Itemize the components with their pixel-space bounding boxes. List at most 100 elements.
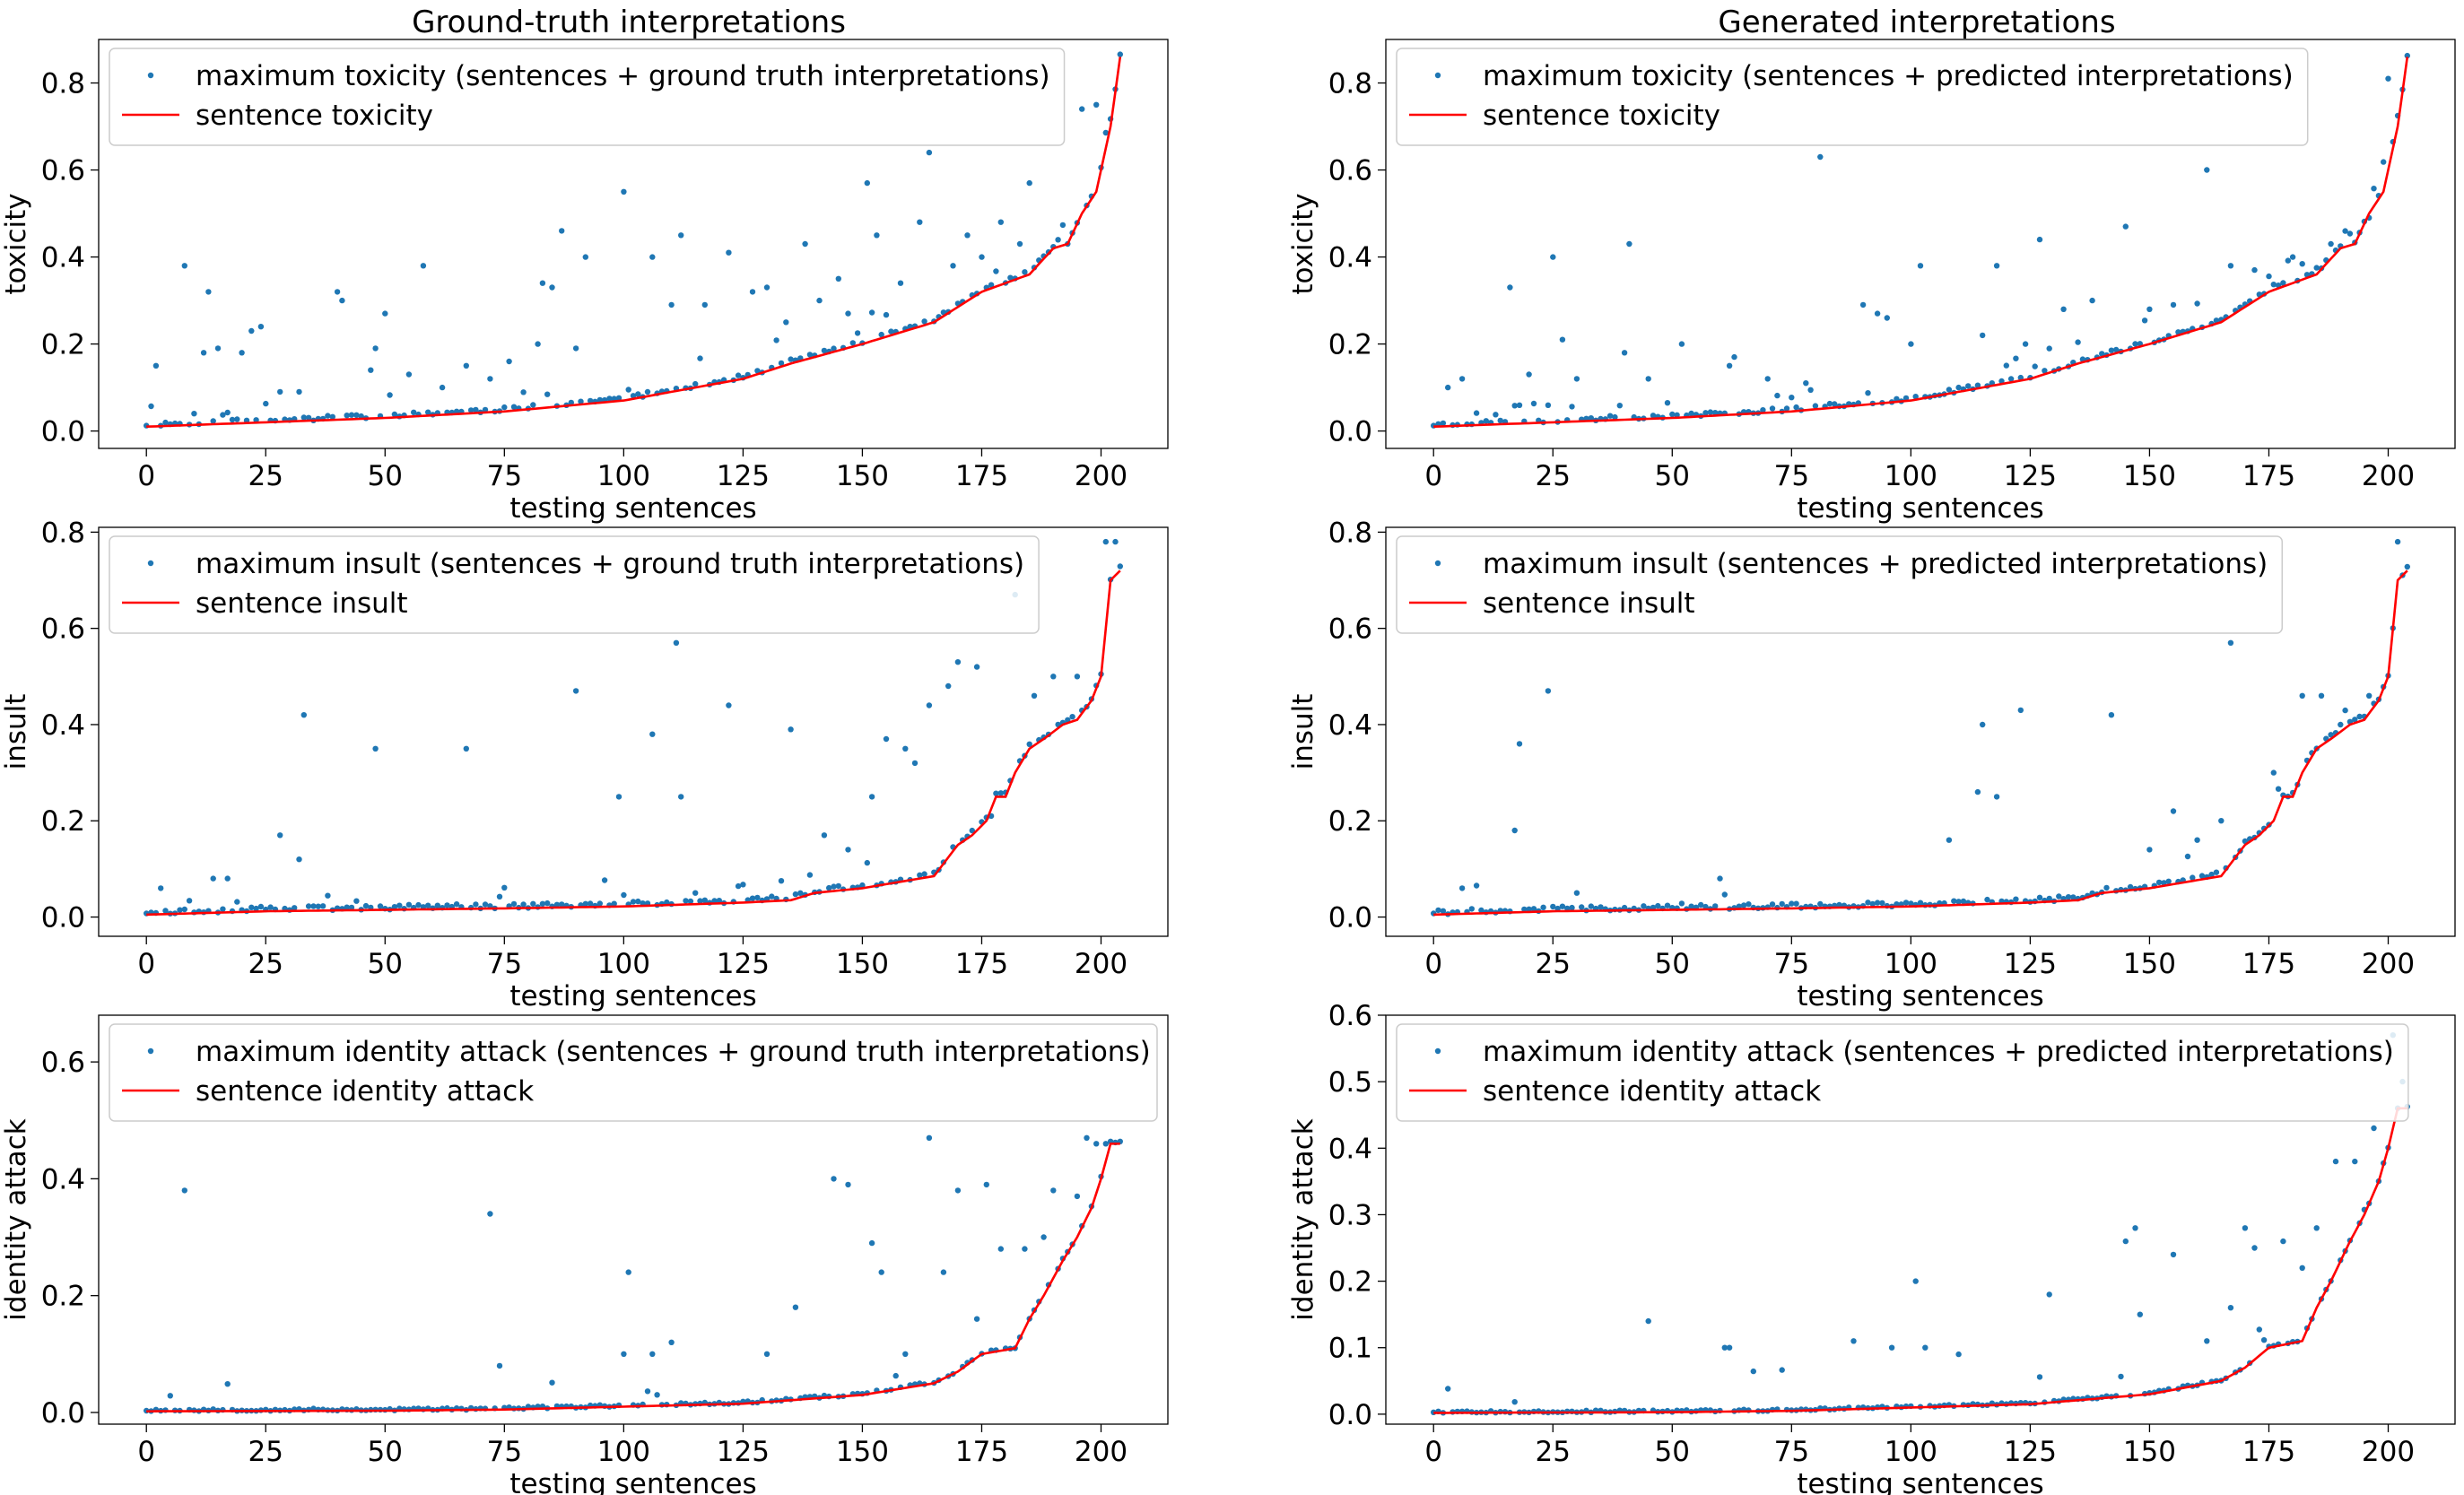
scatter-point <box>788 726 794 733</box>
scatter-point <box>1102 1141 1110 1147</box>
scatter-point <box>697 355 703 361</box>
y-tick-label: 0.4 <box>1328 709 1372 742</box>
scatter-point <box>2146 306 2153 312</box>
x-tick-label: 125 <box>2004 948 2057 980</box>
sentence-score-line <box>146 1143 1120 1412</box>
scatter-point <box>1573 376 1580 382</box>
scatter-point <box>606 395 613 402</box>
scatter-point <box>664 899 670 906</box>
scatter-point <box>687 898 694 905</box>
y-tick-label: 0.0 <box>41 902 85 934</box>
scatter-point <box>248 327 255 335</box>
legend-label-scatter: maximum insult (sentences + predicted in… <box>1483 548 2268 580</box>
legend-box <box>109 535 1040 634</box>
sentence-score-line <box>146 56 1122 428</box>
scatter-point <box>911 760 919 767</box>
scatter-point <box>2251 266 2258 274</box>
scatter-point <box>1760 407 1766 413</box>
x-tick-label: 175 <box>2242 460 2295 492</box>
scatter-point <box>2103 884 2110 891</box>
scatter-point <box>1946 387 1953 393</box>
scatter-point <box>559 901 565 908</box>
scatter-point <box>940 309 947 316</box>
scatter-point <box>701 897 708 903</box>
scatter-point <box>210 418 216 424</box>
x-tick-label: 100 <box>1885 948 1937 980</box>
legend-label-line: sentence toxicity <box>1483 100 1720 132</box>
scatter-point <box>1588 903 1595 909</box>
x-tick-label: 200 <box>1075 460 1128 492</box>
scatter-point <box>868 1239 875 1247</box>
x-tick-label: 0 <box>1424 1436 1442 1468</box>
scatter-point <box>868 794 875 800</box>
scatter-point <box>530 900 536 907</box>
scatter-point <box>353 412 360 418</box>
scatter-point <box>997 790 1005 796</box>
scatter-point <box>926 702 933 708</box>
scatter-point <box>220 906 226 912</box>
scatter-point <box>1478 907 1484 914</box>
scatter-point <box>186 898 193 904</box>
scatter-point <box>425 409 431 415</box>
scatter-point <box>167 1393 173 1399</box>
scatter-point <box>2146 847 2153 853</box>
scatter-point <box>2328 240 2334 248</box>
scatter-point <box>1674 412 1680 418</box>
x-tick-label: 25 <box>1536 460 1571 492</box>
legend: maximum toxicity (sentences + predicted … <box>1396 48 2309 146</box>
x-tick-label: 150 <box>836 948 889 980</box>
legend-label-line: sentence identity attack <box>1483 1075 1821 1108</box>
scatter-point <box>1559 336 1566 343</box>
scatter-point <box>177 907 183 913</box>
y-tick-label: 0.6 <box>41 155 85 187</box>
scatter-point <box>1079 106 1085 112</box>
y-axis-label: identity attack <box>0 1118 32 1320</box>
scatter-point <box>1993 794 2000 800</box>
scatter-point <box>797 890 804 896</box>
y-tick-label: 0.4 <box>1328 242 1372 274</box>
scatter-point <box>214 345 222 352</box>
scatter-point <box>754 894 761 901</box>
y-axis-label: toxicity <box>1287 193 1319 294</box>
x-tick-label: 50 <box>368 460 403 492</box>
scatter-point <box>1050 674 1057 680</box>
scatter-point <box>329 413 335 420</box>
scatter-point <box>831 883 837 890</box>
scatter-point <box>257 324 265 330</box>
scatter-point <box>362 902 370 909</box>
scatter-point <box>473 901 479 908</box>
scatter-point <box>539 280 546 286</box>
scatter-point <box>2385 75 2391 82</box>
scatter-point <box>1050 1187 1057 1194</box>
scatter-point <box>1874 310 1881 317</box>
y-tick-label: 0.3 <box>1328 1199 1372 1231</box>
scatter-point <box>735 372 742 378</box>
axes-frame <box>1385 526 2456 937</box>
scatter-point <box>506 358 512 365</box>
scatter-point <box>582 254 588 260</box>
scatter-point <box>257 903 265 910</box>
y-tick-label: 0.4 <box>41 242 85 274</box>
scatter-point <box>1702 410 1709 416</box>
scatter-point <box>1746 901 1752 908</box>
axes-frame <box>98 1014 1169 1425</box>
scatter-point <box>917 872 923 878</box>
scatter-point <box>391 904 398 910</box>
scatter-point <box>300 414 307 421</box>
scatter-point <box>683 898 689 904</box>
scatter-point <box>325 892 331 899</box>
scatter-point <box>1473 882 1480 889</box>
x-tick-label: 150 <box>2123 948 2176 980</box>
scatter-point <box>735 882 742 890</box>
scatter-point <box>2313 1225 2320 1231</box>
scatter-point <box>224 409 231 416</box>
legend-box <box>1396 1023 2409 1122</box>
scatter-point <box>1545 688 1552 694</box>
legend-label-scatter: maximum toxicity (sentences + predicted … <box>1483 60 2294 92</box>
scatter-point <box>2065 894 2072 900</box>
scatter-point <box>1793 900 1799 907</box>
legend-marker-scatter <box>1434 1047 1441 1055</box>
scatter-point <box>1769 405 1776 412</box>
legend-label-scatter: maximum identity attack (sentences + gro… <box>196 1036 1151 1068</box>
scatter-point <box>1984 896 1990 903</box>
